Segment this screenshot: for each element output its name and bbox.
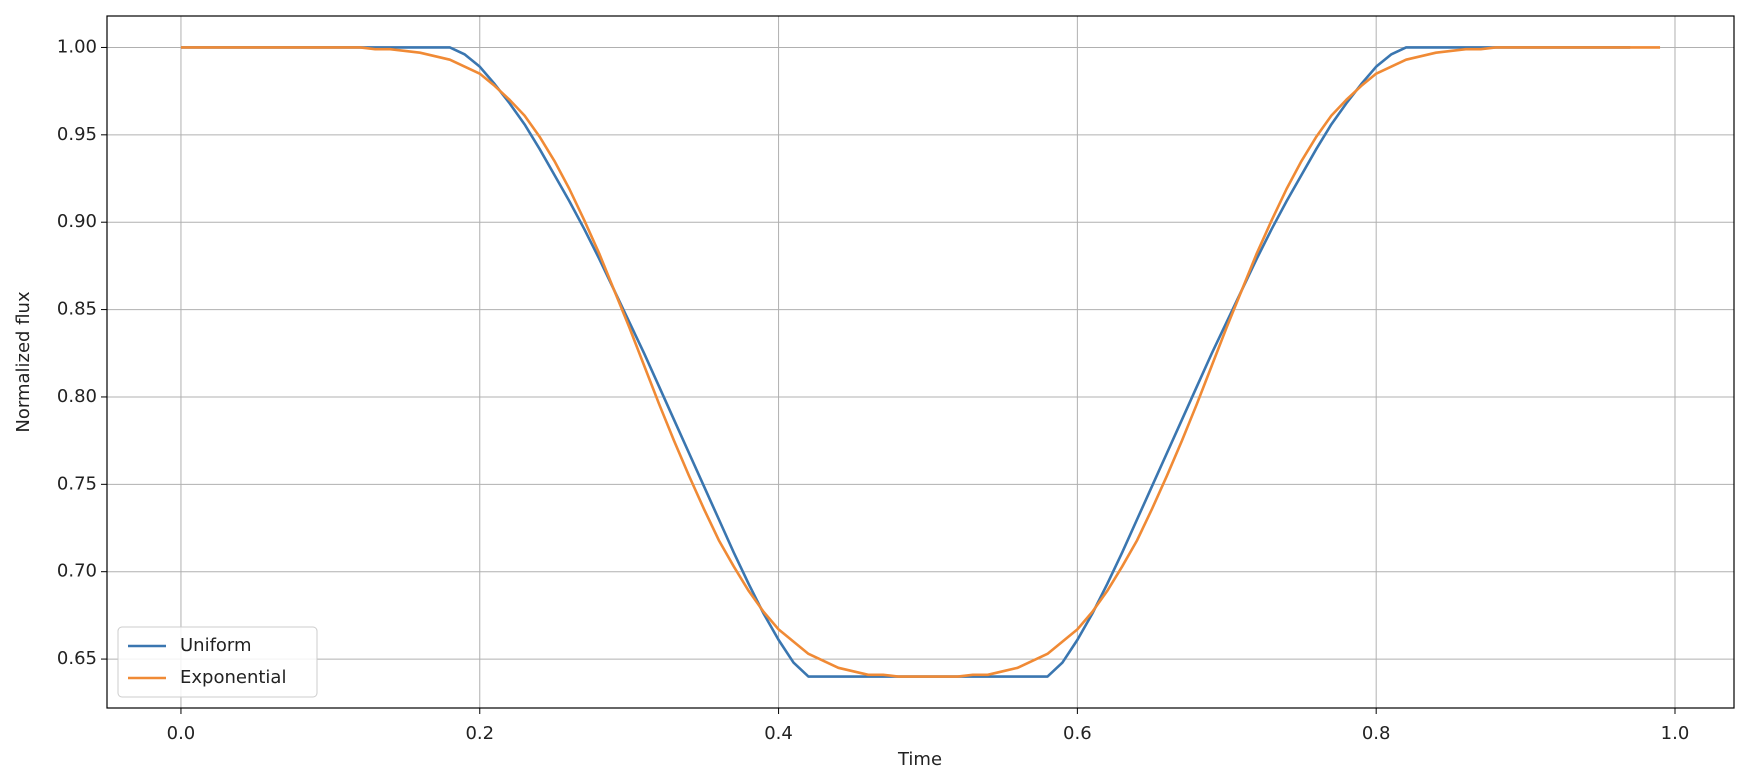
y-tick-label: 0.75: [57, 473, 97, 494]
y-tick-label: 0.85: [57, 299, 97, 320]
data-line: [180, 46, 1661, 678]
y-tick-label: 0.70: [57, 561, 97, 582]
x-tick-label: 0.8: [1362, 723, 1391, 744]
legend-label: Exponential: [180, 667, 286, 688]
legend-label: Uniform: [180, 635, 252, 656]
y-tick-label: 0.90: [57, 211, 97, 232]
y-tick-label: 1.00: [57, 36, 97, 57]
y-tick-label: 0.95: [57, 124, 97, 145]
x-tick-label: 0.0: [167, 723, 196, 744]
x-tick-label: 0.4: [764, 723, 793, 744]
y-tick-label: 0.80: [57, 386, 97, 407]
x-axis-label: Time: [897, 749, 942, 770]
legend-box: [117, 626, 318, 698]
y-axis-label: Normalized flux: [13, 291, 34, 433]
x-tick-label: 0.2: [465, 723, 494, 744]
x-tick-label: 0.6: [1063, 723, 1092, 744]
plot-frame: [106, 15, 1735, 709]
x-tick-label: 1.0: [1661, 723, 1690, 744]
y-tick-label: 0.65: [57, 648, 97, 669]
